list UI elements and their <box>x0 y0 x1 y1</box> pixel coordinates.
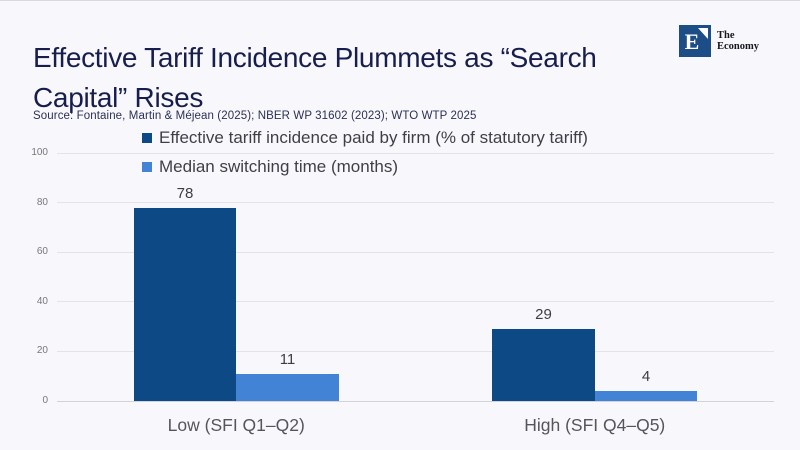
bar-series1-cat1 <box>594 391 698 401</box>
logo-notch-icon <box>698 28 708 39</box>
bar-value-label: 4 <box>641 368 651 386</box>
legend-label: Median switching time (months) <box>159 157 399 176</box>
logo-mark: E <box>679 25 711 57</box>
source-citation: Source: Fontaine, Martin & Méjean (2025)… <box>33 109 477 122</box>
bar-series0-cat0 <box>133 207 237 401</box>
y-axis-tick-label: 0 <box>42 395 48 406</box>
chart-title-line-1: Effective Tariff Incidence Plummets as “… <box>33 41 597 73</box>
logo-name-line-2: Economy <box>717 41 759 52</box>
y-gridline <box>57 400 774 402</box>
bar-value-label: 11 <box>279 350 296 368</box>
y-axis-tick-label: 80 <box>36 196 48 208</box>
logo-name-line-1: The <box>717 29 735 41</box>
legend-swatch-icon <box>142 162 152 172</box>
legend-item-1: Median switching time (months) <box>142 157 588 177</box>
y-axis-tick-label: 20 <box>36 345 48 357</box>
bar-value-label: 78 <box>176 184 194 202</box>
logo-name: The Economy <box>717 30 759 53</box>
y-gridline <box>57 251 774 253</box>
economy-logo: E The Economy <box>679 25 759 57</box>
legend-label: Effective tariff incidence paid by firm … <box>159 128 588 147</box>
legend-item-0: Effective tariff incidence paid by firm … <box>142 128 588 148</box>
legend-swatch-icon <box>142 133 152 143</box>
logo-letter: E <box>684 29 700 54</box>
chart-title: Effective Tariff Incidence Plummets as “… <box>33 38 597 118</box>
bar-value-label: 29 <box>535 306 552 324</box>
bar-series1-cat0 <box>236 373 339 401</box>
y-axis-tick-label: 40 <box>36 295 48 307</box>
bar-series0-cat1 <box>492 329 595 401</box>
y-gridline <box>57 202 774 204</box>
chart-title-line-2: Capital” Rises <box>33 81 204 113</box>
y-gridline <box>57 152 774 154</box>
y-axis-tick-label: 100 <box>31 147 48 158</box>
y-gridline <box>57 350 774 352</box>
y-gridline <box>57 301 774 303</box>
x-axis-category-label: Low (SFI Q1–Q2) <box>167 415 305 435</box>
y-axis-tick-label: 60 <box>36 246 48 258</box>
x-axis-category-label: High (SFI Q4–Q5) <box>524 415 666 435</box>
chart-legend: Effective tariff incidence paid by firm … <box>142 128 588 186</box>
